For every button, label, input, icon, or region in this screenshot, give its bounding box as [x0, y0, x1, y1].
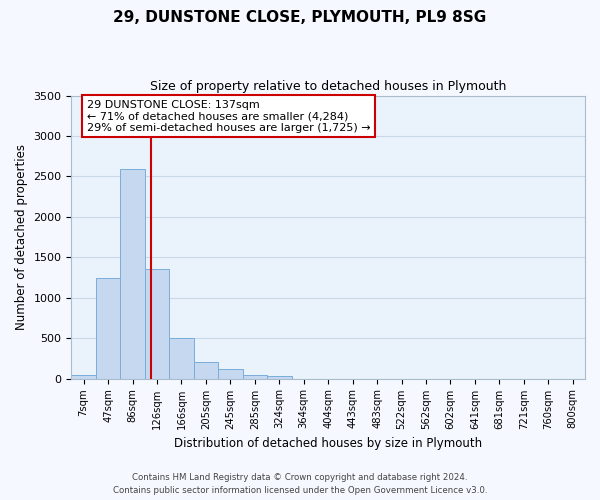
Bar — [169, 338, 194, 378]
Bar — [71, 374, 96, 378]
X-axis label: Distribution of detached houses by size in Plymouth: Distribution of detached houses by size … — [174, 437, 482, 450]
Title: Size of property relative to detached houses in Plymouth: Size of property relative to detached ho… — [150, 80, 506, 93]
Bar — [194, 362, 218, 378]
Bar — [121, 169, 145, 378]
Bar — [96, 278, 121, 378]
Bar — [267, 376, 292, 378]
Bar — [218, 370, 242, 378]
Bar — [242, 374, 267, 378]
Text: 29, DUNSTONE CLOSE, PLYMOUTH, PL9 8SG: 29, DUNSTONE CLOSE, PLYMOUTH, PL9 8SG — [113, 10, 487, 25]
Text: 29 DUNSTONE CLOSE: 137sqm
← 71% of detached houses are smaller (4,284)
29% of se: 29 DUNSTONE CLOSE: 137sqm ← 71% of detac… — [87, 100, 370, 133]
Y-axis label: Number of detached properties: Number of detached properties — [15, 144, 28, 330]
Text: Contains HM Land Registry data © Crown copyright and database right 2024.
Contai: Contains HM Land Registry data © Crown c… — [113, 474, 487, 495]
Bar — [145, 270, 169, 378]
